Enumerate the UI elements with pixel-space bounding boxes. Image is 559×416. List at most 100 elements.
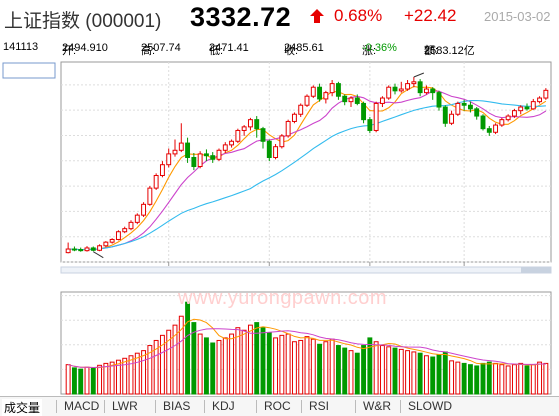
volume-bar-up — [511, 364, 517, 395]
candle-down — [430, 88, 436, 94]
y-top-box — [2, 62, 56, 79]
index-name: 上证指数 (000001) — [4, 11, 162, 32]
tab-bias[interactable]: BIAS — [163, 399, 191, 413]
candle-up — [222, 144, 228, 151]
candle-up — [197, 153, 203, 168]
time-range-track — [60, 266, 552, 274]
candle-down — [392, 86, 398, 92]
candle-up — [291, 113, 297, 122]
candle-up — [505, 115, 511, 121]
volume-bar-up — [166, 329, 172, 395]
tab-lwr[interactable]: LWR — [112, 399, 138, 413]
volume-bar-up — [84, 366, 90, 395]
mavol5-line — [67, 318, 546, 369]
candle-up — [379, 97, 385, 104]
volume-bar-up — [499, 364, 505, 395]
candle-down — [480, 115, 486, 130]
candle-down — [367, 119, 373, 131]
volume-bar-up — [505, 365, 511, 395]
candle-up — [386, 86, 392, 99]
tab-volume[interactable]: 成交量 — [2, 399, 43, 416]
candle-up — [405, 83, 411, 90]
volume-bar-down — [367, 337, 373, 395]
volume-bar-down — [467, 364, 473, 395]
time-range-handle — [521, 267, 551, 273]
candle-up — [537, 97, 543, 103]
volume-bar-up — [323, 341, 329, 395]
volume-bar-down — [480, 362, 486, 395]
indicator-tabs: 成交量 MACD LWR BIAS KDJ ROC RSI W&R SLOWD — [0, 396, 559, 416]
candle-up — [273, 146, 279, 158]
candle-up — [122, 228, 128, 233]
tab-separator — [256, 400, 257, 413]
volume-bar-up — [310, 338, 316, 395]
candle-up — [543, 89, 549, 99]
volume-bar-up — [543, 362, 549, 395]
candle-up — [348, 97, 354, 103]
candle-down — [78, 249, 84, 252]
ma30-line — [68, 99, 546, 251]
candle-up — [499, 119, 505, 126]
candle-down — [354, 97, 360, 104]
volume-bar-up — [348, 350, 354, 395]
volume-bar-up — [373, 341, 379, 395]
volume-bar-up — [65, 364, 71, 395]
candle-up — [373, 102, 379, 131]
candle-up — [147, 187, 153, 205]
candle-down — [474, 108, 480, 117]
volume-bar-down — [436, 353, 442, 395]
candle-down — [442, 106, 448, 124]
volume-bar-up — [386, 346, 392, 395]
candle-up — [279, 135, 285, 148]
candle-up — [134, 214, 140, 223]
volume-bar-up — [159, 334, 165, 395]
volume-bar-up — [247, 324, 253, 395]
volume-bar-down — [392, 347, 398, 395]
volume-bar-up — [109, 361, 115, 395]
candle-up — [109, 238, 115, 243]
candle-up — [323, 92, 329, 100]
candle-up — [166, 153, 172, 166]
volume-bar-up — [285, 333, 291, 395]
volume-bar-down — [486, 361, 492, 395]
tab-roc[interactable]: ROC — [264, 399, 291, 413]
candle-up — [115, 231, 121, 240]
tab-kdj[interactable]: KDJ — [212, 399, 235, 413]
volume-bar-down — [90, 368, 96, 395]
candle-up — [285, 120, 291, 137]
volume-bar-up — [97, 364, 103, 395]
candle-down — [417, 81, 423, 94]
volume-bar-down — [430, 356, 436, 395]
candle-down — [185, 142, 191, 158]
tab-wr[interactable]: W&R — [363, 399, 391, 413]
volume-bar-up — [530, 364, 536, 395]
tab-slowd[interactable]: SLOWD — [408, 399, 453, 413]
volume-bar-up — [128, 355, 134, 395]
tab-macd[interactable]: MACD — [64, 399, 100, 413]
volume-chart[interactable] — [0, 290, 559, 396]
volume-bar-up — [493, 362, 499, 395]
tab-rsi[interactable]: RSI — [309, 399, 330, 413]
candlestick-chart[interactable] — [0, 56, 559, 288]
volume-bar-down — [266, 332, 272, 395]
volume-bar-down — [191, 322, 197, 395]
ma5-line — [68, 85, 547, 251]
volume-bar-down — [354, 352, 360, 395]
volume-bar-up — [122, 357, 128, 395]
volume-bar-up — [291, 341, 297, 395]
tab-separator — [301, 400, 302, 413]
volume-bar-down — [317, 343, 323, 395]
candle-up — [304, 95, 310, 106]
volume-bar-up — [141, 350, 147, 395]
tab-separator — [355, 400, 356, 413]
candle-up — [84, 247, 90, 252]
quote-date: 2015-03-02 — [484, 9, 551, 24]
quote-time: 141113 — [3, 41, 39, 53]
volume-bar-down — [474, 365, 480, 395]
tab-separator — [204, 400, 205, 413]
candle-down — [71, 248, 77, 251]
candle-down — [210, 155, 216, 160]
volume-bar-up — [229, 333, 235, 395]
candle-up — [518, 106, 524, 112]
volume-bar-up — [178, 315, 184, 395]
